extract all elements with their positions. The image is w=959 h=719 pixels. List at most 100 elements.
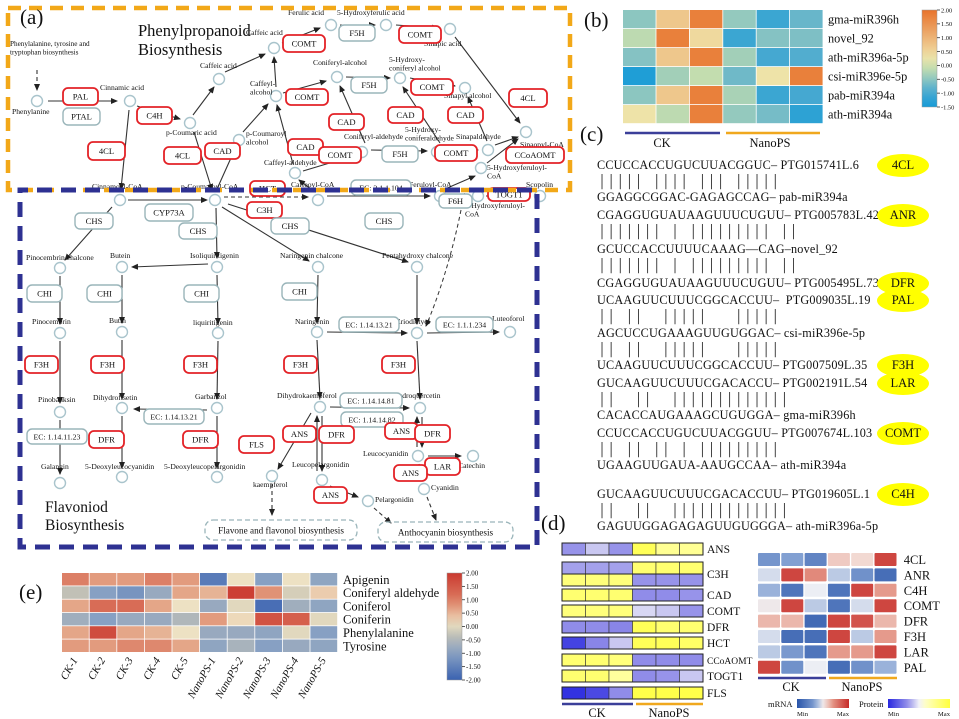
heatmap-cell (758, 614, 780, 628)
metabolite-node (310, 325, 324, 339)
heatmap-cell (608, 573, 633, 587)
metabolite-node (411, 449, 425, 463)
heatmap-cell (804, 660, 827, 674)
heatmap-cell (781, 630, 804, 643)
heatmap-cell (144, 626, 172, 639)
sequence-line: CGAGGUGUAUAAGUUUCUGUU– PTG005783L.42 (597, 208, 880, 222)
enzyme-label: EC: 1.14.11.23 (34, 433, 81, 442)
heatmap-cell (117, 573, 144, 586)
match-bars: || || ||||| ||||| (599, 341, 782, 359)
row-label: C3H (707, 569, 729, 581)
heatmap-cell (723, 67, 756, 86)
match-bars: || || ||||||||||||| (599, 391, 791, 409)
heatmap-cell (689, 29, 723, 48)
heatmap-cell (200, 626, 227, 639)
heatmap-cell (781, 568, 804, 582)
reaction-arrow (221, 206, 310, 262)
metabolite-label: Leucopelargonidin (292, 460, 349, 469)
enzyme-box (282, 34, 326, 53)
reaction-arrow (494, 136, 519, 146)
enzyme-label: CHS (282, 221, 299, 231)
heatmap-cell (804, 645, 827, 659)
reaction-arrow (314, 274, 321, 324)
heatmap-cell (758, 660, 780, 674)
heatmap-cell (585, 669, 610, 683)
heatmap-cell (632, 542, 657, 556)
heatmap-cell (255, 573, 282, 586)
metabolite-node (466, 449, 480, 463)
heatmap-cell (723, 10, 756, 29)
heatmap-cell (656, 67, 689, 86)
mrna-legend-gradient (797, 699, 849, 708)
heatmap-cell (790, 67, 823, 86)
heatmap-cell (827, 630, 850, 643)
metabolite-node (210, 470, 224, 484)
colorbar (921, 9, 938, 108)
enzyme-box (381, 355, 416, 374)
heatmap-cell (756, 105, 790, 124)
row-label: COMT (904, 599, 940, 613)
sequence-line: CCUCCACCUGUCUUACGGUC– PTG015741L.6 (597, 158, 860, 172)
heatmap-cell (608, 542, 633, 556)
metabolite-label: Pinocembrin chalcone (26, 253, 94, 262)
heatmap-cell (282, 626, 310, 639)
enzyme-box (183, 355, 218, 374)
metabolite-label: Leucocyanidin (363, 449, 408, 458)
heatmap-cell (804, 630, 827, 643)
enzyme-label: FLS (249, 440, 264, 450)
enzyme-label: EC: 1.14.14.81 (347, 397, 394, 406)
gene-badge: ANR (877, 204, 929, 227)
metabolite-label: Caffeyl-aldehyde (264, 158, 317, 167)
heatmap-cell (310, 599, 338, 613)
colorbar-tick-label: -0.50 (941, 77, 954, 84)
enzyme-box (283, 355, 318, 374)
reaction-arrow (224, 53, 266, 73)
metabolite-node (417, 482, 431, 496)
match-bars: || || || | ||||||||| (599, 441, 782, 459)
row-label: 4CL (904, 553, 926, 567)
heatmap-cell (608, 620, 633, 634)
enzyme-label: EC: 1.14.13.21 (150, 413, 197, 422)
heatmap-cell (255, 599, 282, 613)
metabolite-node (379, 18, 393, 32)
strip-border (561, 573, 704, 587)
heatmap-cell (655, 588, 680, 602)
reaction-arrow (192, 86, 215, 116)
enzyme-label: F3H (193, 360, 208, 370)
metabolite-label: Sinapyl alcohol (444, 91, 491, 100)
heatmap-cell (790, 86, 823, 105)
heatmap-cell (679, 653, 704, 667)
enzyme-label: DFR (192, 435, 209, 445)
heatmap-cell (632, 604, 657, 618)
flavonoid-border (17, 187, 540, 550)
heatmap-cell (756, 10, 790, 29)
colorbar-tick-label: 0.00 (466, 623, 479, 631)
heatmap-cell (282, 573, 310, 586)
mrna-legend-label: mRNA (768, 699, 793, 709)
heatmap-cell (758, 630, 780, 643)
heatmap-cell (608, 669, 633, 683)
enzyme-box (338, 24, 376, 42)
colorbar-tick-label: 1.50 (941, 21, 952, 28)
colorbar (446, 572, 463, 681)
heatmap-cell (62, 573, 89, 586)
col-label: CK-2 (86, 655, 109, 682)
metabolite-label: 5-Hydroxyferulic acid (337, 8, 405, 17)
metabolite-node (53, 405, 67, 419)
metabolite-label: p-Coumaroyl-CoA (181, 182, 239, 191)
metabolite-label: Pelargonidin (375, 495, 414, 504)
enzyme-box (414, 424, 451, 443)
heatmap-cell (679, 561, 704, 575)
colorbar-tick-label: 1.00 (941, 35, 952, 42)
sequence-line: UCAAGUUCUUUCGGCACCUU– PTG007509L.35 (597, 358, 868, 372)
heatmap-cell (790, 10, 823, 29)
heatmap-cell (200, 573, 227, 586)
metabolite-node (313, 400, 327, 414)
enzyme-box (381, 145, 419, 163)
gene-badge: LAR (877, 372, 929, 395)
enzyme-label: CHS (376, 216, 393, 226)
metabolite-node (324, 18, 338, 32)
enzyme-box (364, 212, 404, 230)
heatmap-cell (655, 669, 680, 683)
colorbar-tick-label: -2.00 (466, 677, 481, 685)
